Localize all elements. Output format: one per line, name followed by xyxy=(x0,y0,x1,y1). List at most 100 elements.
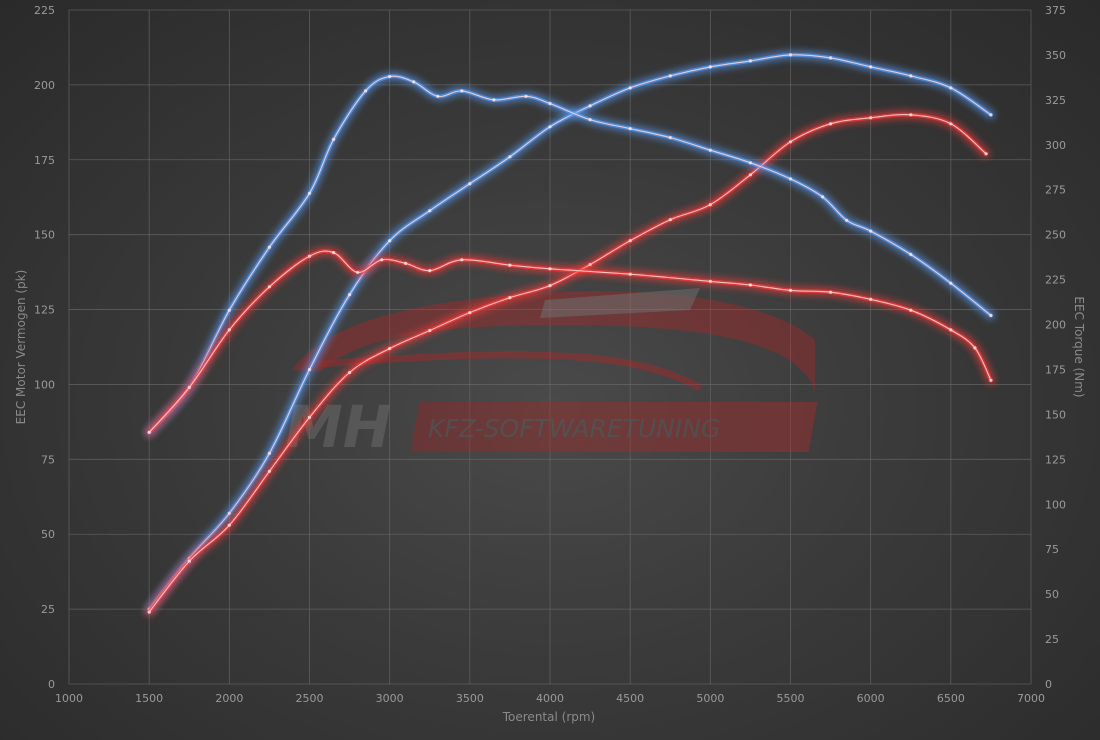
series-3-right xyxy=(144,71,996,437)
svg-text:KFZ-SOFTWARETUNING: KFZ-SOFTWARETUNING xyxy=(428,414,720,443)
data-point xyxy=(909,74,913,78)
y-right-tick-label: 150 xyxy=(1045,408,1066,421)
data-point xyxy=(227,523,231,527)
y-left-tick-label: 25 xyxy=(41,603,55,616)
data-point xyxy=(909,113,913,117)
series-halo xyxy=(147,52,993,612)
data-point xyxy=(187,385,191,389)
x-tick-label: 3000 xyxy=(376,692,404,705)
data-point xyxy=(428,209,432,213)
data-point xyxy=(628,272,632,276)
data-point xyxy=(668,218,672,222)
data-point xyxy=(412,80,416,84)
data-point xyxy=(508,263,512,267)
series-line xyxy=(148,75,992,433)
series-glow xyxy=(144,110,991,617)
y-right-tick-label: 275 xyxy=(1045,184,1066,197)
y-left-tick-label: 225 xyxy=(34,4,55,17)
y-left-tick-label: 100 xyxy=(34,378,55,391)
data-point xyxy=(380,258,384,262)
data-point xyxy=(708,279,712,283)
y-left-tick-label: 150 xyxy=(34,229,55,242)
series-1-left xyxy=(144,50,996,614)
data-point xyxy=(187,559,191,563)
data-point xyxy=(989,378,993,382)
data-point xyxy=(748,161,753,165)
series-glow xyxy=(144,50,996,614)
data-point xyxy=(748,173,753,177)
data-point xyxy=(788,177,793,181)
x-tick-label: 6500 xyxy=(937,692,965,705)
data-point xyxy=(984,152,988,156)
data-point xyxy=(436,94,440,98)
x-tick-label: 5000 xyxy=(696,692,724,705)
y-left-tick-label: 125 xyxy=(34,304,55,317)
series-line xyxy=(148,114,987,613)
data-point xyxy=(227,511,231,515)
data-point xyxy=(748,283,753,287)
data-point xyxy=(869,297,873,301)
data-point xyxy=(708,203,712,207)
data-point xyxy=(147,430,151,434)
data-point xyxy=(788,140,793,144)
data-point xyxy=(909,308,913,312)
data-point xyxy=(949,281,953,285)
x-tick-label: 1500 xyxy=(135,692,163,705)
x-tick-label: 3500 xyxy=(456,692,484,705)
data-point xyxy=(468,182,472,186)
x-tick-label: 6000 xyxy=(857,692,885,705)
y-left-tick-label: 200 xyxy=(34,79,55,92)
x-axis-title: Toerental (rpm) xyxy=(502,710,595,724)
data-point xyxy=(548,267,552,271)
data-point xyxy=(508,296,512,300)
data-point xyxy=(548,101,552,106)
data-point xyxy=(508,155,512,159)
data-point xyxy=(332,137,336,141)
y-right-tick-label: 225 xyxy=(1045,274,1066,287)
data-point xyxy=(524,94,528,98)
data-point xyxy=(829,122,833,126)
data-point xyxy=(307,415,312,419)
axes-layer: 1000 1500 2000 2500 3000 3500 4000 4500 5000 5500… xyxy=(34,4,1066,705)
data-point xyxy=(588,118,592,122)
y-axis-left-title: EEC Motor Vermogen (pk) xyxy=(14,270,28,425)
y-right-tick-label: 350 xyxy=(1045,49,1066,62)
series-halo xyxy=(147,74,993,435)
data-point xyxy=(364,89,368,93)
y-right-tick-label: 50 xyxy=(1045,588,1059,601)
data-point xyxy=(267,245,271,249)
data-point xyxy=(388,239,392,243)
series-4-right xyxy=(144,246,996,437)
series-glow xyxy=(144,71,996,437)
y-right-tick-label: 0 xyxy=(1045,678,1052,691)
y-axis-right-title: EEC Torque (Nm) xyxy=(1072,296,1086,397)
data-point xyxy=(307,191,312,195)
data-point xyxy=(829,290,833,294)
x-tick-label: 2000 xyxy=(215,692,243,705)
mh-kfz-logo: MH KFZ-SOFTWARETUNING xyxy=(285,288,818,461)
data-point xyxy=(548,125,552,129)
data-point xyxy=(348,293,352,297)
data-point xyxy=(267,285,271,289)
y-right-tick-label: 75 xyxy=(1045,543,1059,556)
data-point xyxy=(307,367,312,372)
x-tick-label: 5500 xyxy=(777,692,805,705)
data-point xyxy=(821,195,825,199)
x-tick-label: 4500 xyxy=(616,692,644,705)
data-point xyxy=(869,65,873,69)
data-point xyxy=(388,74,392,79)
y-right-tick-label: 250 xyxy=(1045,229,1066,242)
data-point xyxy=(949,122,953,126)
y-right-tick-label: 325 xyxy=(1045,94,1066,107)
data-point xyxy=(748,59,753,63)
y-left-tick-label: 175 xyxy=(34,154,55,167)
y-right-tick-label: 375 xyxy=(1045,4,1066,17)
y-right-tick-label: 25 xyxy=(1045,633,1059,646)
x-tick-label: 4000 xyxy=(536,692,564,705)
y-right-tick-label: 100 xyxy=(1045,498,1066,511)
data-point xyxy=(788,53,793,57)
x-tick-label: 2500 xyxy=(296,692,324,705)
data-point xyxy=(949,86,953,90)
data-point xyxy=(788,288,793,292)
